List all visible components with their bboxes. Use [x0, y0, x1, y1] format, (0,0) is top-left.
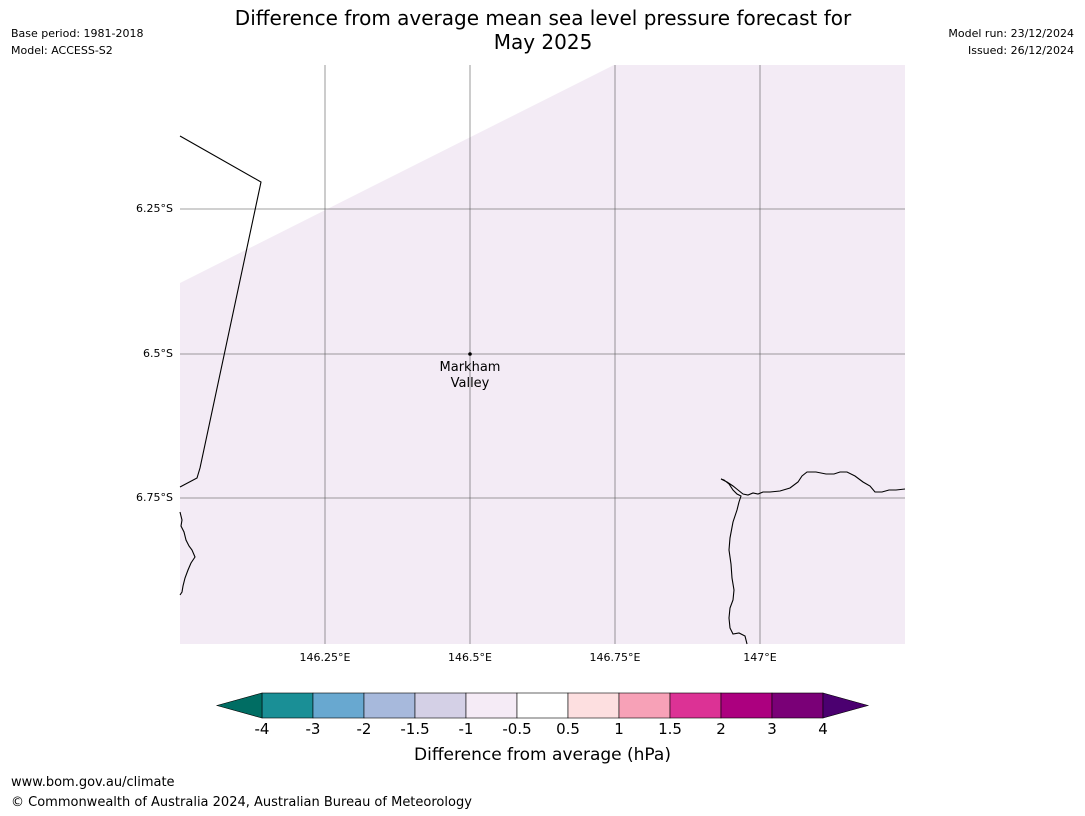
- model-run-text: Model run: 23/12/2024: [948, 27, 1074, 40]
- colorbar-segment: [567, 692, 620, 719]
- lon-label-147: 147°E: [743, 651, 777, 664]
- west-coastline: [179, 511, 196, 596]
- colorbar-tick-label: -3: [305, 720, 321, 738]
- model-info: Base period: 1981-2018 Model: ACCESS-S2: [11, 25, 143, 59]
- colorbar-segment: [618, 692, 671, 719]
- colorbar-tick-label: 2: [716, 720, 726, 738]
- issued-text: Issued: 26/12/2024: [967, 44, 1074, 57]
- coastlines: [179, 135, 906, 645]
- markham-valley-marker: [468, 352, 472, 356]
- lon-label-146-25: 146.25°E: [299, 651, 351, 664]
- lat-label-6-25: 6.25°S: [136, 202, 173, 215]
- colorbar-segment: [414, 692, 467, 719]
- place-label: Markham Valley: [420, 360, 520, 392]
- colorbar-tick-label: -1.5: [400, 720, 430, 738]
- run-info: Model run: 23/12/2024 Issued: 26/12/2024: [948, 25, 1074, 59]
- colorbar-segment: [312, 692, 365, 719]
- colorbar-segment: [465, 692, 518, 719]
- colorbar-segment: [720, 692, 773, 719]
- colorbar-segment: [516, 692, 569, 719]
- place-name-line-1: Markham: [439, 360, 501, 375]
- footer-copyright: © Commonwealth of Australia 2024, Austra…: [11, 795, 472, 810]
- colorbar-tick-label: 1.5: [658, 720, 682, 738]
- colorbar-tick-label: 0.5: [556, 720, 580, 738]
- forecast-field: [180, 65, 905, 644]
- east-coastline: [720, 471, 906, 645]
- colorbar-tick-label: -1: [458, 720, 474, 738]
- colorbar-tick-label: 1: [614, 720, 624, 738]
- colorbar-segment: [771, 692, 824, 719]
- lon-label-146-75: 146.75°E: [589, 651, 641, 664]
- colorbar-tick-label: 4: [818, 720, 828, 738]
- colorbar-over-arrow: [822, 692, 870, 719]
- colorbar-label: Difference from average (hPa): [414, 745, 671, 765]
- colorbar-under-arrow: [215, 692, 263, 719]
- lat-label-6-75: 6.75°S: [136, 491, 173, 504]
- colorbar-segments: [261, 692, 824, 719]
- title-line-1: Difference from average mean sea level p…: [234, 6, 852, 30]
- colorbar-tick-label: -4: [254, 720, 270, 738]
- border-line: [179, 135, 262, 488]
- title-line-2: May 2025: [493, 30, 593, 54]
- colorbar-segment: [261, 692, 314, 719]
- chart-title: Difference from average mean sea level p…: [160, 6, 926, 54]
- lat-label-6-5: 6.5°S: [143, 347, 173, 360]
- model-text: Model: ACCESS-S2: [11, 44, 113, 57]
- gridlines: [180, 65, 905, 644]
- base-period-text: Base period: 1981-2018: [11, 27, 144, 40]
- colorbar-tick-label: -0.5: [502, 720, 532, 738]
- colorbar-segment: [363, 692, 416, 719]
- lon-label-146-5: 146.5°E: [448, 651, 492, 664]
- colorbar-tick-label: 3: [767, 720, 777, 738]
- footer-url: www.bom.gov.au/climate: [11, 775, 175, 790]
- colorbar-segment: [669, 692, 722, 719]
- place-name-line-2: Valley: [450, 376, 490, 391]
- colorbar-tick-label: -2: [356, 720, 372, 738]
